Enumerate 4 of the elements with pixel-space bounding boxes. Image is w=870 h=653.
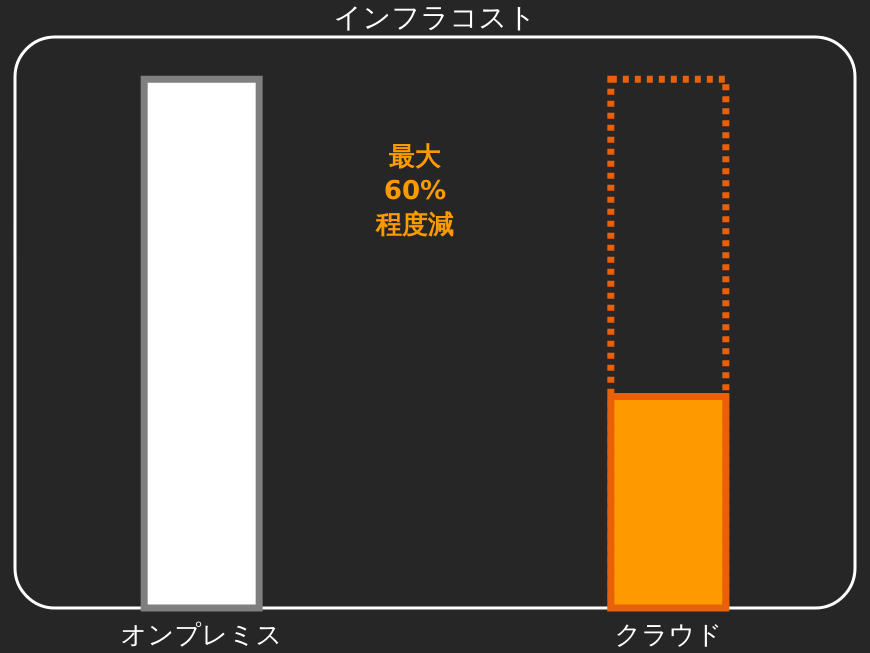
x-tick-label: クラウド: [614, 620, 722, 650]
annotation: 最大 60% 程度減: [375, 142, 454, 240]
chart-title: インフラコスト: [334, 1, 536, 34]
x-tick-label: オンプレミス: [120, 620, 283, 650]
